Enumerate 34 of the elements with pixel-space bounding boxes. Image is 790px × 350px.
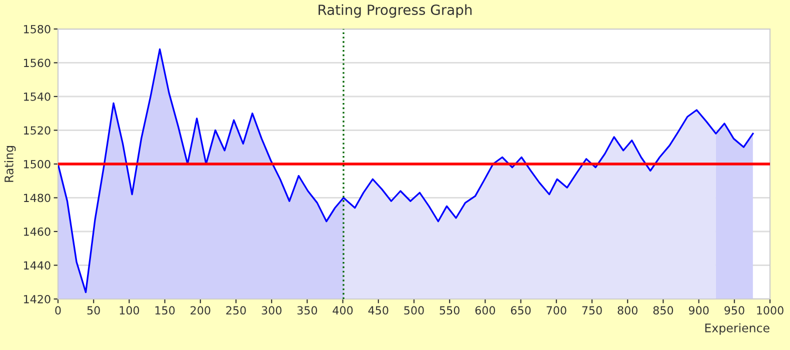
x-tick-label: 600 xyxy=(475,306,496,315)
x-tick-label: 250 xyxy=(226,306,246,315)
x-tick-label: 900 xyxy=(688,306,709,315)
x-tick-label: 350 xyxy=(297,306,318,315)
y-tick-label: 1560 xyxy=(24,58,50,68)
y-tick-label: 1440 xyxy=(24,261,50,270)
x-tick-label: 100 xyxy=(120,306,140,315)
line-series xyxy=(58,48,754,294)
x-tick-label: 450 xyxy=(368,306,388,315)
x-tick-label: 50 xyxy=(87,306,100,315)
x-tick-label: 500 xyxy=(404,306,424,315)
x-tick-label: 850 xyxy=(653,306,674,315)
x-tick-label: 300 xyxy=(262,306,282,315)
x-tick-label: 650 xyxy=(510,306,531,315)
y-tick-label: 1580 xyxy=(24,24,50,34)
x-tick-label: 150 xyxy=(155,306,175,315)
x-tick-label: 0 xyxy=(55,306,61,315)
y-tick-label: 1500 xyxy=(24,160,50,168)
y-axis-title: Rating xyxy=(4,146,16,182)
x-tick-label: 750 xyxy=(582,306,602,315)
x-tick-label: 400 xyxy=(332,306,353,315)
y-tick-label: 1480 xyxy=(24,194,50,202)
y-tick-label: 1460 xyxy=(24,227,50,236)
x-tick-label: 1000 xyxy=(757,306,784,315)
x-tick-label: 800 xyxy=(618,306,638,315)
x-tick-label: 700 xyxy=(546,306,566,315)
x-tick-label: 200 xyxy=(190,306,210,315)
y-tick-label: 1520 xyxy=(24,126,50,135)
x-tick-label: 950 xyxy=(724,306,744,315)
y-tick-label: 1420 xyxy=(24,294,50,304)
x-tick-label: 550 xyxy=(440,306,460,315)
y-tick-label: 1540 xyxy=(24,92,50,101)
x-axis-title: Experience xyxy=(705,323,770,335)
chart-title: Rating Progress Graph xyxy=(318,4,472,18)
